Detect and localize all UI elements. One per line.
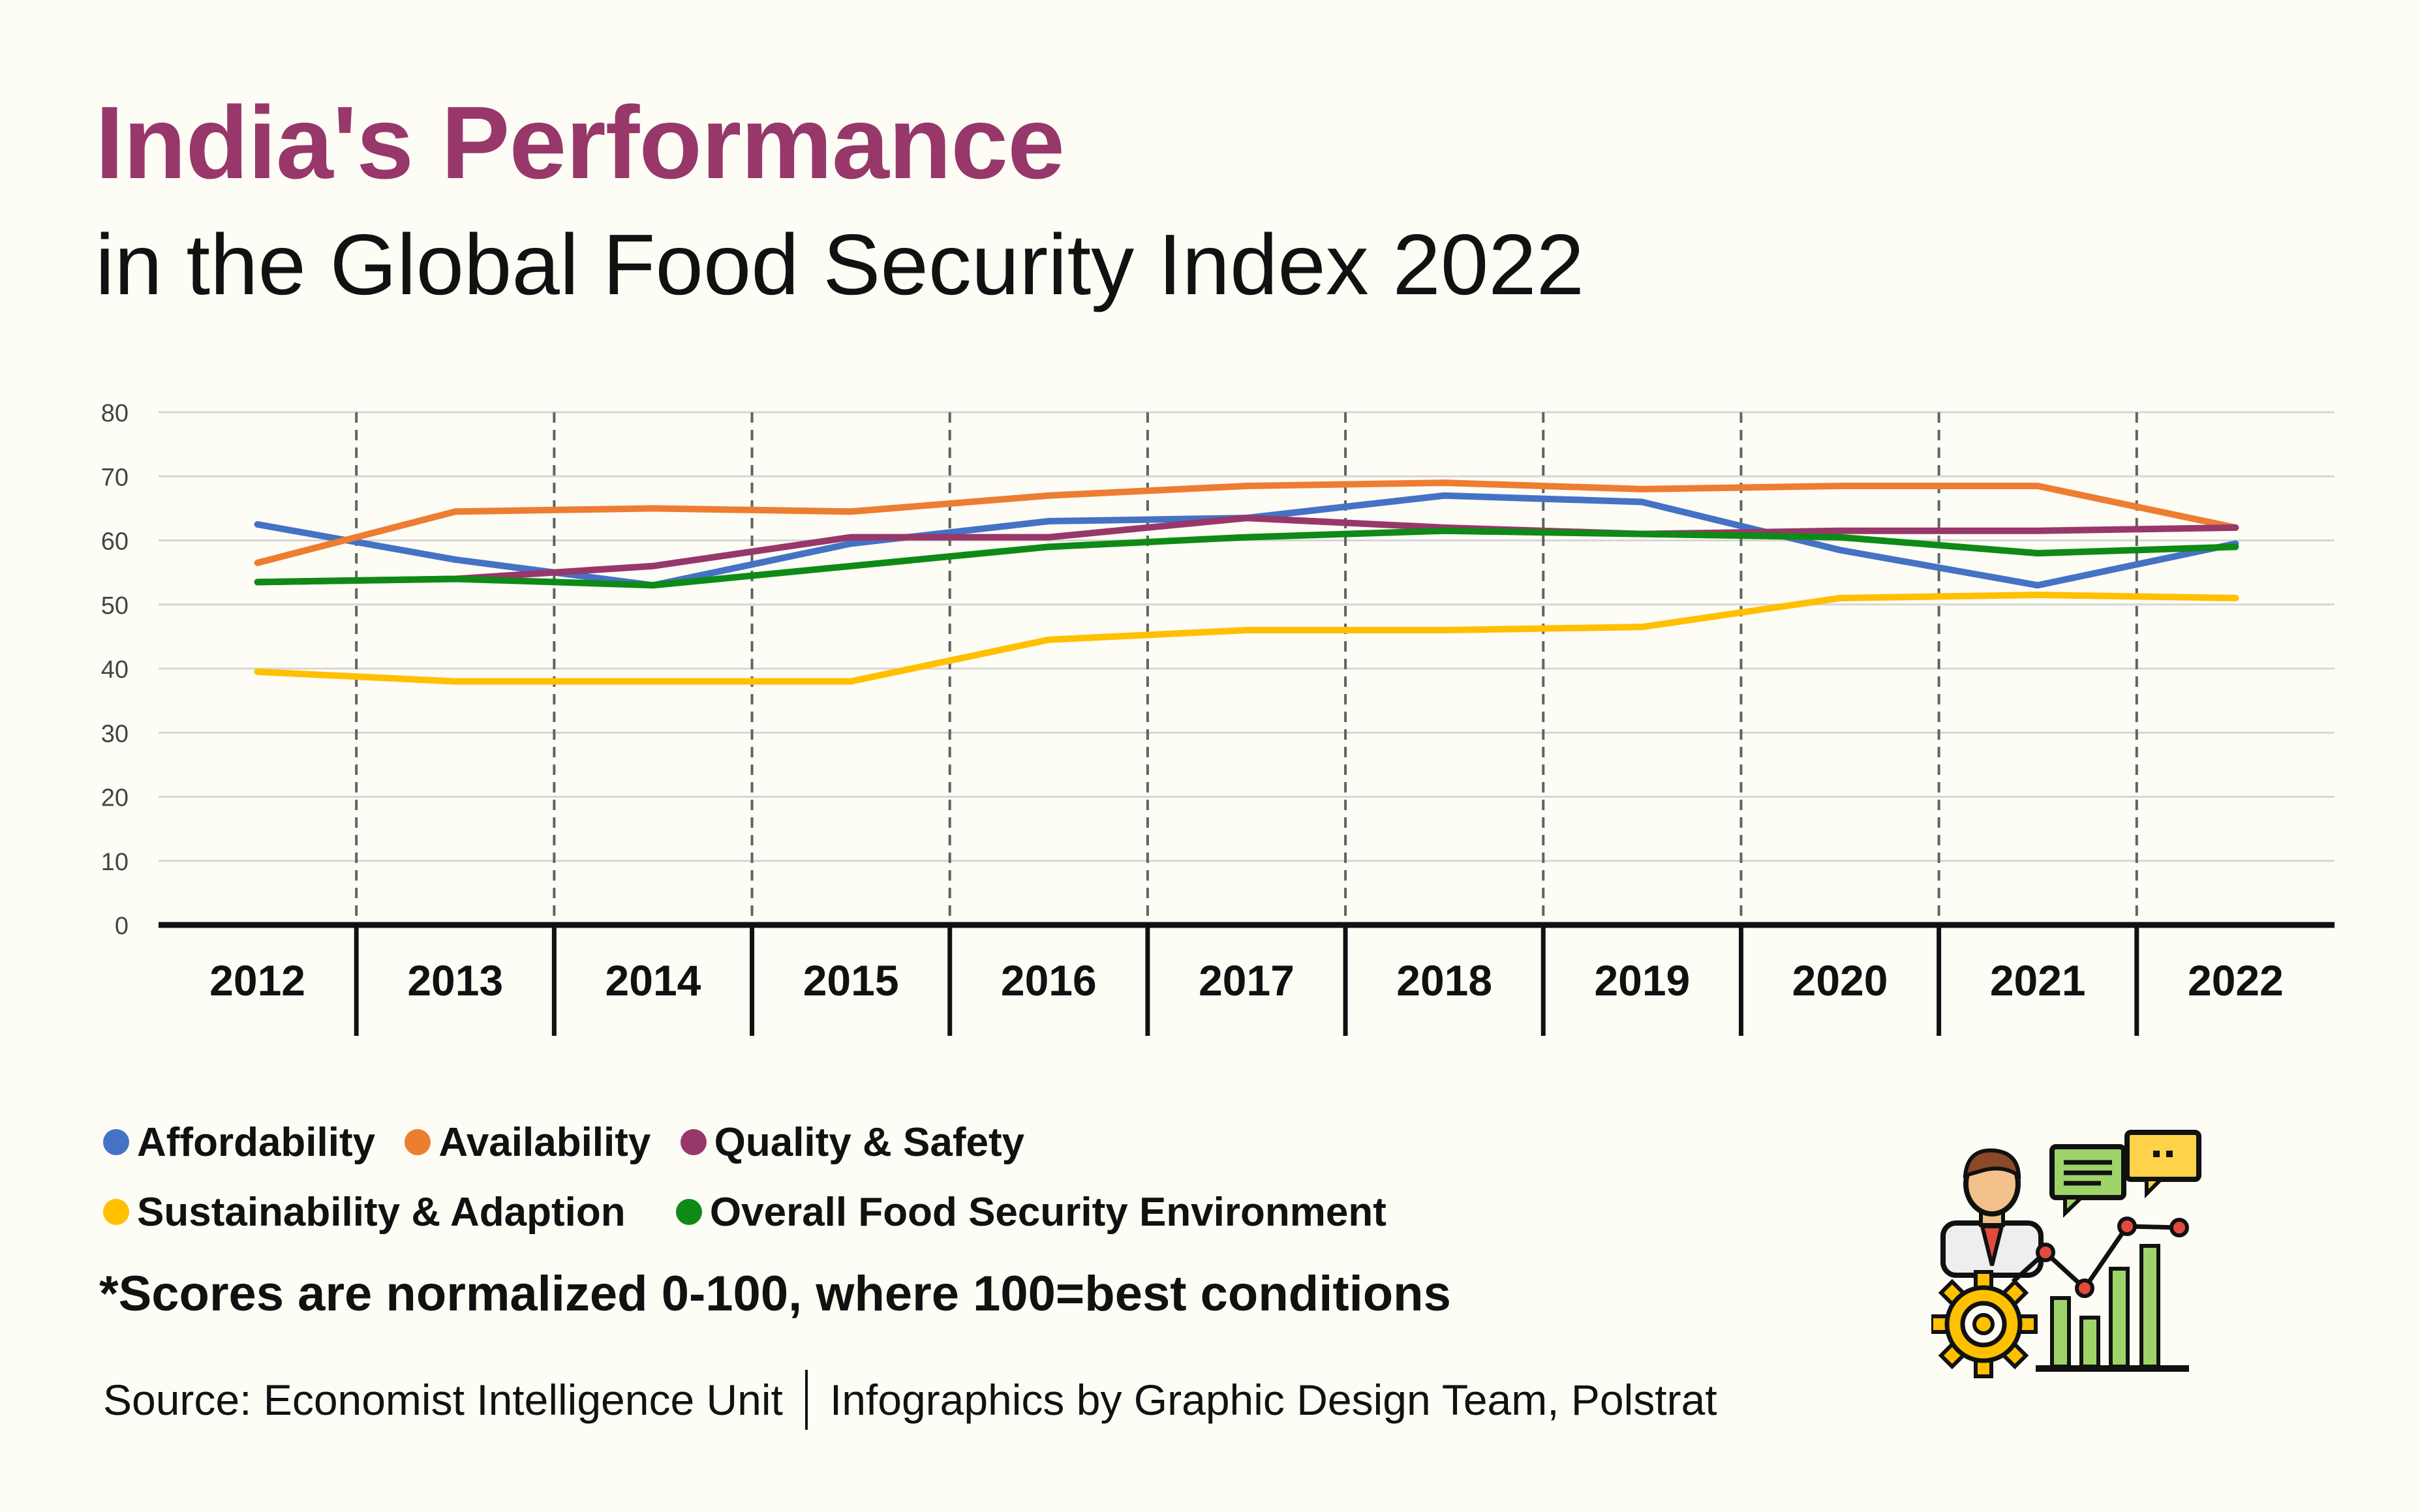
legend-item-affordability: Affordability: [103, 1119, 375, 1166]
legend-row-2: Sustainability & Adaption Overall Food S…: [103, 1188, 1405, 1235]
credit-text: Infographics by Graphic Design Team, Pol…: [829, 1376, 1717, 1424]
y-tick-label: 20: [101, 785, 129, 812]
y-tick-label: 10: [101, 849, 129, 876]
legend-dot: [103, 1199, 129, 1225]
legend-item-availability: Availability: [405, 1119, 651, 1166]
y-tick-label: 80: [101, 400, 129, 427]
y-tick-label: 50: [101, 592, 129, 620]
trend-line-icon: [2011, 1217, 2189, 1298]
chat-bubble-icon: [2049, 1130, 2201, 1218]
x-tick-label: 2014: [605, 956, 701, 1005]
person-icon: [1940, 1148, 2044, 1278]
x-tick-label: 2022: [2188, 956, 2284, 1005]
legend-item-quality-safety: Quality & Safety: [680, 1119, 1024, 1166]
x-tick-label: 2016: [1001, 956, 1097, 1005]
x-tick-label: 2013: [407, 956, 503, 1005]
legend-dot: [675, 1199, 702, 1225]
legend-dot: [680, 1129, 707, 1155]
series-line-sustainability-adaption: [254, 592, 2239, 685]
x-tick-label: 2019: [1594, 956, 1690, 1005]
legend-item-overall: Overall Food Security Environment: [675, 1189, 1386, 1235]
chart-title: India's Performance: [95, 85, 1065, 200]
legend-item-sustainability: Sustainability & Adaption: [103, 1189, 626, 1235]
legend-dot: [103, 1129, 129, 1155]
series-line-availability: [254, 479, 2239, 566]
x-tick-label: 2015: [803, 956, 899, 1005]
chart-subtitle: in the Global Food Security Index 2022: [95, 217, 1585, 312]
analyst-growth-illustration: [1931, 1130, 2201, 1378]
source-text: Source: Economist Intelligence Unit: [103, 1376, 783, 1424]
series-line-quality-safety: [254, 515, 2239, 586]
y-tick-label: 40: [101, 656, 129, 684]
bar-graph-icon: [2036, 1244, 2189, 1372]
x-tick-label: 2017: [1199, 956, 1294, 1005]
y-tick-label: 0: [115, 913, 129, 940]
x-tick-label: 2020: [1792, 956, 1888, 1005]
x-tick-label: 2018: [1396, 956, 1492, 1005]
legend-dot: [405, 1129, 431, 1155]
line-chart: 0 10 20 30 40 50 60 70 80 2012 2013 2014 2015 2016 20…: [101, 400, 2335, 1036]
x-tick-label: 2012: [209, 956, 305, 1005]
x-tick-label: 2021: [1990, 956, 2086, 1005]
y-tick-label: 70: [101, 464, 129, 491]
source-separator: [804, 1370, 808, 1430]
normalization-note: *Scores are normalized 0-100, where 100=…: [99, 1266, 1451, 1322]
legend-row-1: Affordability Availability Quality & Saf…: [103, 1119, 1043, 1166]
y-tick-label: 30: [101, 720, 129, 748]
y-tick-label: 60: [101, 528, 129, 556]
series-line-overall-food-security-environment: [254, 527, 2239, 589]
gear-icon: [1931, 1270, 2038, 1378]
source-line: Source: Economist Intelligence Unit Info…: [103, 1370, 1717, 1430]
